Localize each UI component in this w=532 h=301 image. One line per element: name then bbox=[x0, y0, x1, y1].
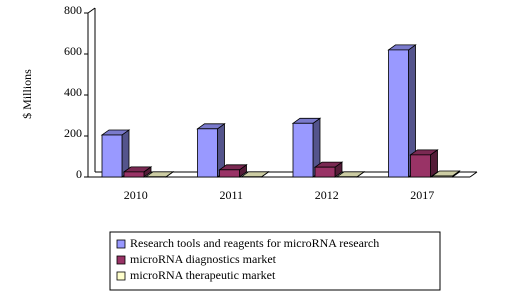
legend-swatch bbox=[116, 271, 126, 281]
x-tick-label: 2012 bbox=[315, 188, 339, 202]
bar bbox=[292, 122, 314, 178]
floor-side-edge bbox=[469, 171, 478, 178]
bar bbox=[101, 134, 123, 178]
legend-swatch bbox=[116, 255, 126, 265]
y-tick-label: 200 bbox=[64, 126, 82, 140]
x-tick-label: 2010 bbox=[124, 188, 148, 202]
wall-top-edge bbox=[87, 7, 96, 14]
bar bbox=[197, 128, 218, 178]
y-axis-label: $ Millions bbox=[20, 69, 34, 119]
y-tick-label: 400 bbox=[64, 85, 82, 99]
bar bbox=[410, 154, 431, 178]
legend-box bbox=[109, 231, 441, 291]
y-tick-label: 0 bbox=[76, 167, 82, 181]
y-tick-label: 600 bbox=[64, 44, 82, 58]
legend-label: Research tools and reagents for microRNA… bbox=[130, 236, 379, 250]
y-tick-label: 800 bbox=[64, 3, 82, 17]
bar bbox=[432, 175, 453, 178]
bar bbox=[314, 166, 336, 178]
legend-label: microRNA therapeutic market bbox=[130, 268, 276, 282]
legend-label: microRNA diagnostics market bbox=[130, 252, 277, 266]
x-tick-label: 2017 bbox=[410, 188, 434, 202]
bar bbox=[388, 49, 409, 178]
bar bbox=[219, 169, 240, 178]
legend-swatch bbox=[116, 239, 126, 249]
x-tick-label: 2011 bbox=[219, 188, 243, 202]
bar bbox=[123, 171, 145, 178]
